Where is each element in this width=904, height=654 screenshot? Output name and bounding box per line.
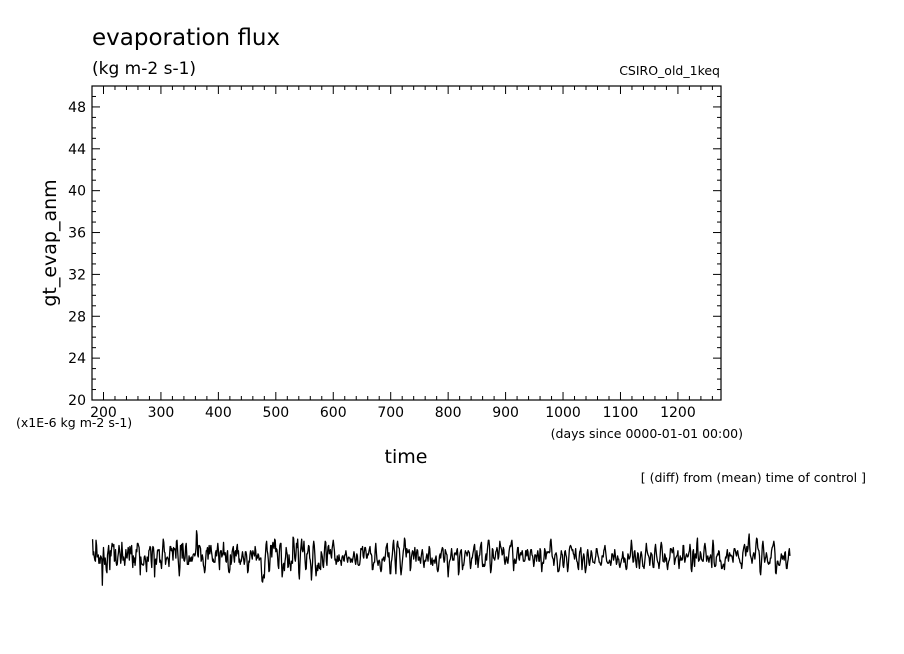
x-tick-label: 1100: [603, 405, 639, 421]
y-tick-label: 24: [68, 351, 86, 367]
y-tick-label: 36: [68, 226, 86, 242]
y-tick-label: 44: [68, 142, 86, 158]
experiment-label: CSIRO_old_1keq: [619, 63, 720, 78]
x-axis-ticks: 200 300 400 500 600 700 800 900 1000 1100 1200: [90, 86, 713, 421]
chart-title: evaporation flux: [92, 25, 280, 51]
x-tick-label: 1000: [545, 405, 581, 421]
y-tick-label: 48: [68, 100, 86, 116]
y-axis-ticks: 20 24 28 32 36 40 44 48: [68, 95, 721, 409]
x-tick-label: 800: [435, 405, 462, 421]
y-tick-label: 20: [68, 393, 86, 409]
x-axis-label: time: [385, 446, 428, 468]
x-tick-label: 500: [262, 405, 289, 421]
x-tick-label: 600: [320, 405, 347, 421]
x-tick-label: 700: [377, 405, 404, 421]
series-line-gt-evap-anm: [91, 530, 791, 586]
x-tick-label: 1200: [660, 405, 696, 421]
y-tick-label: 40: [68, 184, 86, 200]
y-tick-label: 32: [68, 267, 86, 283]
y-tick-label: 28: [68, 309, 86, 325]
x-axis-units: (days since 0000-01-01 00:00): [551, 426, 743, 441]
plot-frame: [91, 85, 722, 401]
y-axis-label: gt_evap_anm: [39, 179, 61, 306]
x-tick-label: 900: [492, 405, 519, 421]
x-tick-label: 400: [205, 405, 232, 421]
x-tick-label: 300: [148, 405, 175, 421]
chart-subtitle-units: (kg m-2 s-1): [92, 59, 196, 79]
comparison-note: [ (diff) from (mean) time of control ]: [641, 470, 866, 485]
y-axis-units: (x1E-6 kg m-2 s-1): [16, 415, 132, 430]
x-tick-label: 200: [90, 405, 117, 421]
